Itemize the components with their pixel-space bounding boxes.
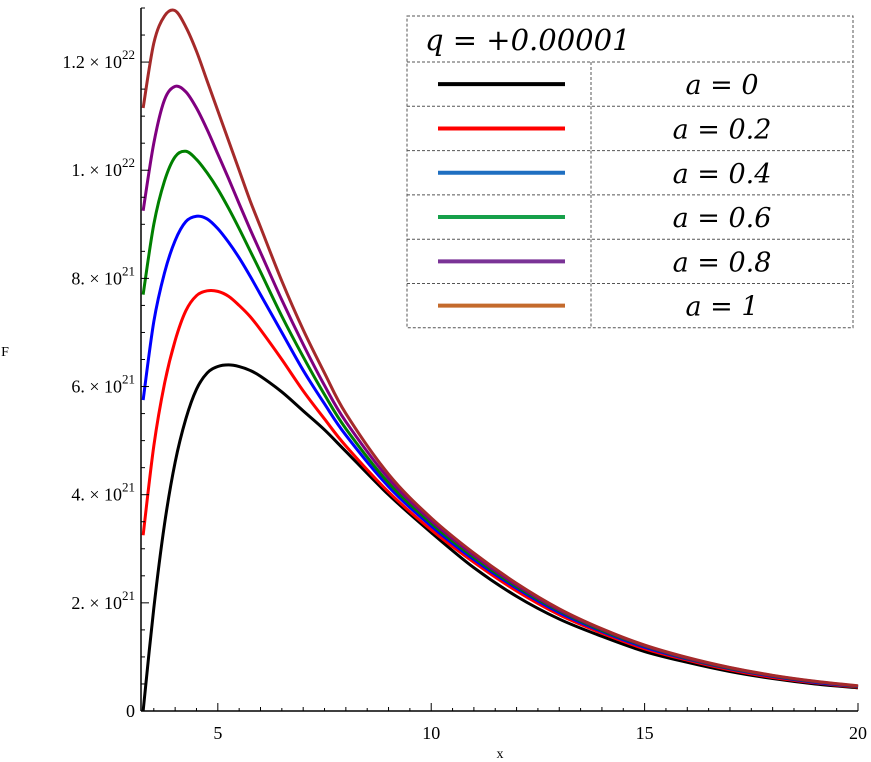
y-ticks: 0 2. × 1021 4. × 1021 6. × 1021 8. × 1021 1. … [62, 7, 149, 721]
legend-label: a = 0 [685, 70, 758, 101]
legend-label: a = 0.6 [673, 203, 772, 234]
y-tick-label: 1.2 × 1022 [62, 47, 135, 72]
legend-label: a = 0.8 [673, 247, 772, 278]
legend: q = +0.00001 a = 0 a = 0.2 a = 0.4 a = 0.6 a … [406, 15, 854, 329]
y-tick-label: 2. × 1021 [71, 588, 135, 613]
series-line-1 [141, 288, 859, 689]
y-tick-label: 0 [126, 701, 135, 721]
x-tick-label: 5 [213, 723, 222, 743]
series-line-5 [141, 8, 859, 688]
y-tick-label: 1. × 1022 [71, 155, 135, 180]
x-tick-label: 15 [636, 723, 654, 743]
y-tick-label: 8. × 1021 [71, 263, 135, 288]
plot-area [141, 8, 859, 712]
y-tick-label: 6. × 1021 [71, 372, 135, 397]
x-ticks: 5 10 15 20 [153, 703, 867, 743]
x-axis-label: x [497, 747, 504, 762]
y-tick-label: 4. × 1021 [71, 480, 135, 505]
legend-label: a = 1 [685, 292, 758, 323]
legend-label: a = 0.2 [673, 114, 772, 145]
series-line-0 [141, 363, 859, 712]
x-tick-label: 20 [849, 723, 867, 743]
x-tick-label: 10 [422, 723, 440, 743]
y-axis-label: F [1, 345, 9, 360]
legend-title: q = +0.00001 [425, 23, 631, 57]
legend-label: a = 0.4 [673, 159, 772, 190]
